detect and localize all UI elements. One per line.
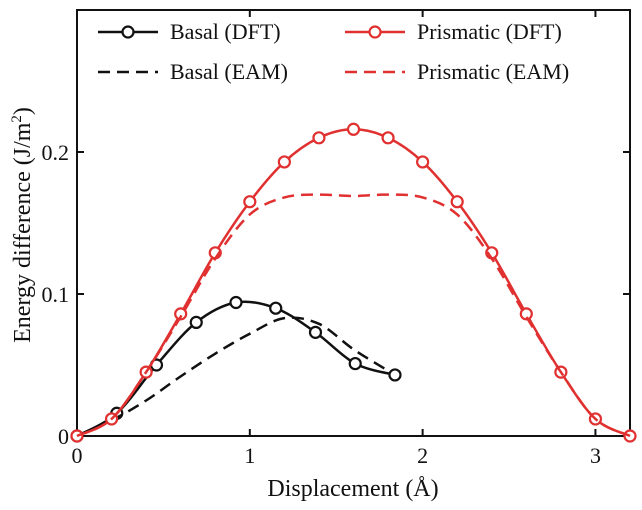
- data-point: [519, 307, 533, 321]
- legend-entry: Prismatic (DFT): [345, 19, 562, 44]
- data-point: [312, 131, 326, 145]
- y-axis-title-close: ): [10, 107, 36, 115]
- legend-entry: Prismatic (EAM): [345, 59, 569, 84]
- y-tick-label: 0: [58, 424, 69, 449]
- series-layer: [70, 122, 637, 443]
- legend-label: Basal (DFT): [170, 19, 281, 44]
- legend-label: Prismatic (DFT): [417, 19, 562, 44]
- data-point: [450, 195, 464, 209]
- series-line: [76, 300, 396, 438]
- data-point: [308, 325, 323, 339]
- data-point: [277, 155, 291, 169]
- data-point: [416, 155, 430, 169]
- series-0: [70, 295, 402, 443]
- x-axis-title: Displacement (Å): [267, 476, 438, 502]
- plot-frame: [76, 9, 631, 437]
- data-point: [229, 295, 243, 310]
- data-point: [348, 356, 362, 371]
- x-tick-label: 3: [590, 443, 601, 468]
- y-axis-title: Energy difference (J/m2): [9, 107, 36, 343]
- legend: Basal (DFT) Basal (EAM) Prismatic (DFT) Pri…: [98, 19, 569, 84]
- series-3: [76, 193, 631, 438]
- x-tick-label: 0: [72, 443, 83, 468]
- y-axis-title-main: Energy difference (J/m: [10, 122, 36, 343]
- series-line: [76, 193, 631, 438]
- tick-labels: 0 1 2 3 0 0.1 0.2: [42, 140, 601, 468]
- series-1: [76, 316, 389, 438]
- legend-marker: [368, 25, 382, 39]
- data-point: [269, 301, 283, 315]
- data-point: [243, 195, 257, 209]
- legend-entry: Basal (EAM): [98, 59, 288, 84]
- data-point: [346, 122, 361, 136]
- y-tick-label: 0.1: [42, 282, 70, 307]
- data-point: [388, 368, 402, 382]
- data-point: [381, 131, 395, 145]
- legend-label: Prismatic (EAM): [417, 59, 569, 84]
- legend-label: Basal (EAM): [170, 59, 288, 84]
- x-tick-label: 1: [244, 443, 255, 468]
- y-tick-label: 0.2: [42, 140, 70, 165]
- series-2: [70, 122, 637, 443]
- legend-marker: [121, 25, 135, 39]
- legend-entry: Basal (DFT): [98, 19, 281, 44]
- data-point: [174, 307, 188, 321]
- data-point: [189, 315, 203, 329]
- y-axis-title-sup: 2: [9, 115, 25, 123]
- x-tick-label: 2: [417, 443, 428, 468]
- series-line: [76, 316, 389, 438]
